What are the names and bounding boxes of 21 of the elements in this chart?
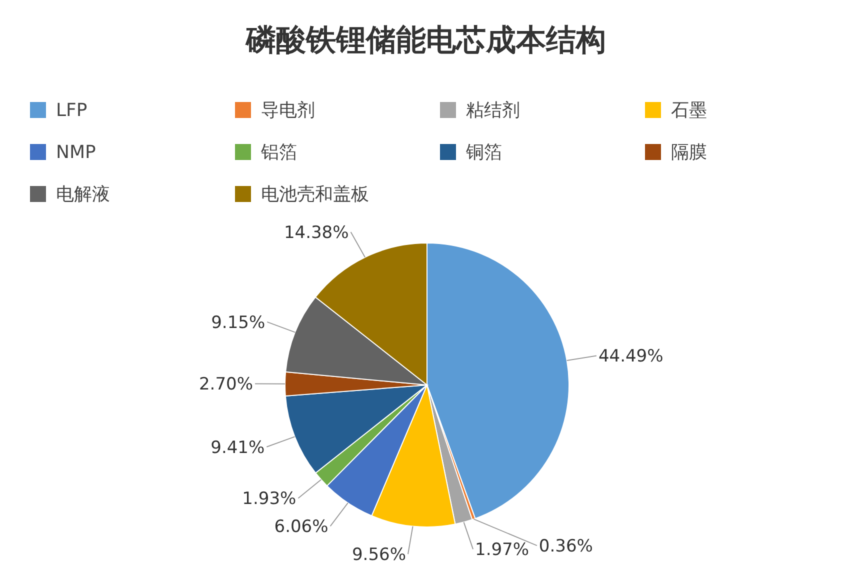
legend-label: 铜箔 — [465, 142, 502, 163]
data-label: 44.49% — [598, 346, 664, 367]
data-label: 14.38% — [284, 223, 349, 244]
legend-label: 石墨 — [671, 100, 707, 121]
data-label: 1.97% — [475, 540, 530, 560]
legend-label: 电解液 — [56, 184, 110, 205]
data-label: 6.06% — [274, 517, 328, 538]
legend-label: LFP — [56, 100, 88, 121]
legend-label: 电池壳和盖板 — [261, 184, 369, 205]
data-label: 9.15% — [211, 312, 266, 333]
chart-title: 磷酸铁锂储能电芯成本结构 — [245, 23, 606, 58]
data-label: 1.93% — [242, 489, 296, 510]
data-label: 0.36% — [538, 536, 593, 557]
legend-label: 隔膜 — [671, 142, 707, 163]
legend-label: 粘结剂 — [466, 100, 520, 121]
data-label: 9.41% — [210, 438, 265, 458]
legend-label: NMP — [56, 142, 96, 163]
data-label: 9.56% — [352, 545, 406, 566]
legend-label: 铝箔 — [260, 142, 297, 163]
data-label: 2.70% — [198, 374, 254, 395]
legend-label: 导电剂 — [261, 100, 315, 121]
